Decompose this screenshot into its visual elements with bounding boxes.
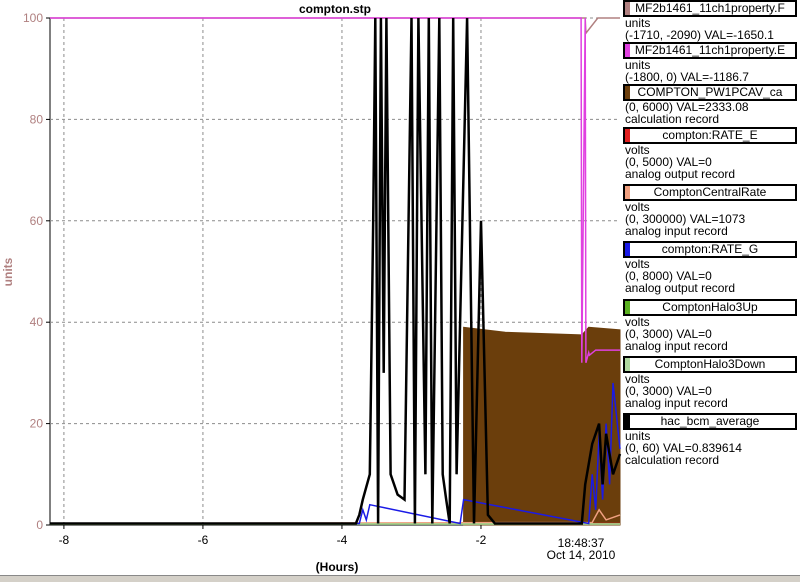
chart-title: compton.stp [299,2,371,16]
x-tick-label: -6 [198,533,209,547]
legend-color-swatch [625,2,630,15]
legend-range: (0, 5000) VAL=0 [625,155,712,169]
x-tick-label: -4 [337,533,348,547]
y-tick-label: 80 [30,112,44,126]
legend-color-swatch [625,415,630,428]
series-layer [49,17,622,526]
legend-color-swatch [625,129,630,142]
legend-entry-label: compton:RATE_G [661,242,759,256]
legend-entry-label: ComptonCentralRate [653,185,767,199]
legend-entry-label: ComptonHalo3Down [654,357,766,371]
legend-entry-label: compton:RATE_E [662,128,758,142]
legend-entry-name[interactable]: compton:RATE_E [623,127,797,144]
legend-unit: volts [625,315,650,329]
series-line-mf2b1461-11ch1property-f [50,17,620,36]
legend-color-swatch [625,301,630,314]
legend-color-swatch [625,44,630,57]
series-line-mf2b1461-11ch1property-e [50,17,620,363]
legend-color-swatch [625,186,630,199]
legend: MF2b1461_11ch1property.F units (-1710, -20… [621,0,800,470]
legend-unit: volts [625,200,650,214]
legend-record: analog output record [625,281,736,295]
end-date-label: Oct 14, 2010 [547,548,616,562]
legend-entry-label: COMPTON_PW1PCAV_ca [637,85,783,99]
legend-range: (0, 6000) VAL=2333.08 [625,100,749,114]
legend-range: (-1800, 0) VAL=-1186.7 [625,70,749,84]
y-tick-label: 100 [23,11,43,25]
legend-range: (0, 3000) VAL=0 [625,384,712,398]
legend-entry-label: hac_bcm_average [660,414,760,428]
legend-entry-name[interactable]: COMPTON_PW1PCAV_ca [623,84,797,101]
legend-range: (-1710, -2090) VAL=-1650.1 [625,28,774,42]
legend-unit: volts [625,143,650,157]
legend-record: analog output record [625,167,736,181]
legend-range: (0, 8000) VAL=0 [625,269,712,283]
legend-unit: units [625,58,651,72]
x-tick-label: -8 [59,533,70,547]
end-time-label: 18:48:37 [558,536,605,550]
legend-color-swatch [625,358,630,371]
legend-entry-name[interactable]: hac_bcm_average [623,413,797,430]
legend-record: calculation record [625,112,720,126]
legend-entry-label: MF2b1461_11ch1property.F [635,1,785,15]
legend-entry-label: MF2b1461_11ch1property.E [634,43,786,57]
tick-labels: 0 20 40 60 80 100 -8 -6 -4 -2 [23,11,487,547]
series-line-comptoncentralrate [49,508,621,525]
legend-entry-name[interactable]: MF2b1461_11ch1property.F [623,0,797,17]
y-tick-label: 60 [30,214,44,228]
legend-unit: volts [625,372,650,386]
legend-record: calculation record [625,453,720,467]
legend-entry-name[interactable]: ComptonHalo3Down [623,356,797,373]
legend-color-swatch [625,243,630,256]
legend-entry-name[interactable]: ComptonCentralRate [623,184,797,201]
y-tick-label: 40 [30,315,44,329]
legend-color-swatch [625,86,630,99]
status-bar [0,575,800,582]
x-tick-label: -2 [476,533,487,547]
legend-entry-name[interactable]: ComptonHalo3Up [623,299,797,316]
series-line-compton-rate-g [50,382,621,525]
legend-range: (0, 3000) VAL=0 [625,327,712,341]
legend-entry-label: ComptonHalo3Up [662,300,758,314]
legend-unit: volts [625,257,650,271]
legend-record: analog input record [625,224,728,238]
legend-record: analog input record [625,339,728,353]
legend-entry-name[interactable]: compton:RATE_G [623,241,797,258]
y-tick-label: 20 [30,417,44,431]
legend-record: analog input record [625,396,728,410]
legend-unit: units [625,429,651,443]
series-line-hac-bcm-average [50,17,622,525]
y-tick-label: 0 [36,518,43,532]
legend-range: (0, 300000) VAL=1073 [625,212,746,226]
legend-entry-name[interactable]: MF2b1461_11ch1property.E [623,42,797,59]
x-axis-label: (Hours) [316,560,359,574]
legend-unit: units [625,16,651,30]
legend-range: (0, 60) VAL=0.839614 [625,441,742,455]
y-axis-label: units [1,257,15,286]
